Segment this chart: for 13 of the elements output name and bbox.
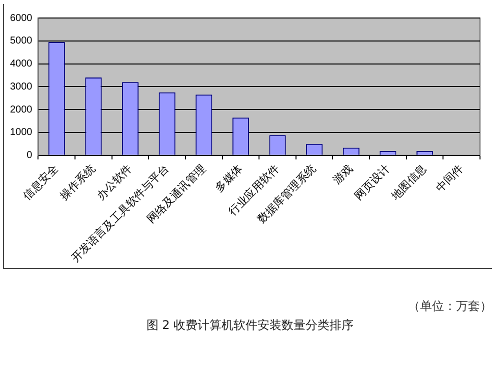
y-tick-label: 5000	[10, 36, 33, 47]
y-tick-label: 2000	[10, 104, 33, 116]
x-tick-label: 地图信息	[388, 162, 430, 204]
text: （单位：万套）	[408, 298, 492, 315]
x-tick-label: 中间件	[433, 162, 466, 195]
x-tick-label: 多媒体	[213, 162, 245, 195]
text: 图 2 收费计算机软件安装数量分类排序	[145, 317, 355, 334]
y-tick-label: 1000	[10, 127, 33, 138]
y-tick-label: 6000	[10, 12, 33, 24]
x-tick-label: 游戏	[330, 162, 356, 187]
y-tick-label: 3000	[10, 81, 33, 92]
y-tick-label: 0	[26, 150, 33, 162]
y-tick-label: 4000	[10, 58, 33, 70]
